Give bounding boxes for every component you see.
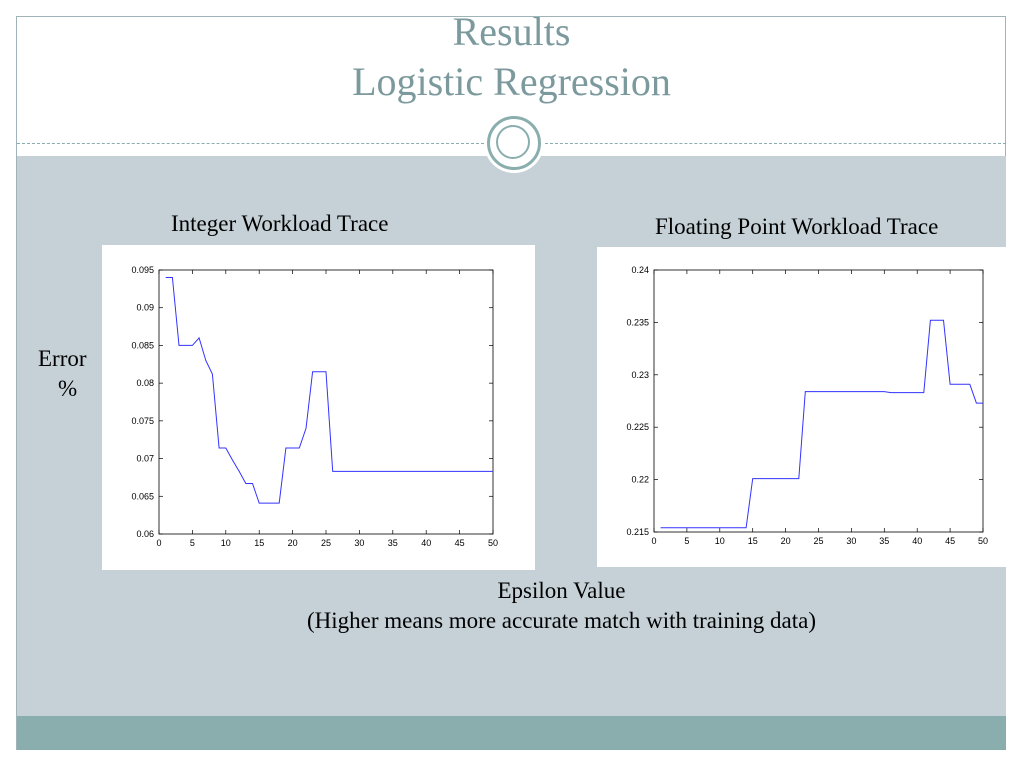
integer-chart-x-tick-label: 10 <box>221 538 231 548</box>
float-chart-plot-area <box>653 269 984 533</box>
integer-chart-y-tick-label: 0.095 <box>131 265 154 275</box>
integer-chart-x-tick-label: 25 <box>321 538 331 548</box>
integer-chart-y-tick-label: 0.08 <box>136 378 154 388</box>
float-chart-x-tick-label: 5 <box>684 536 689 546</box>
float-chart-y-tick-label: 0.22 <box>631 475 649 485</box>
integer-chart-x-tick-label: 45 <box>455 538 465 548</box>
x-axis-caption: Epsilon Value <box>497 578 626 603</box>
float-chart-x-tick-label: 35 <box>879 536 889 546</box>
float-chart: 0 5 10 15 20 25 30 35 40 45 50 0.215 0.22 0.225 0.23 0.… <box>626 265 988 546</box>
integer-chart-y-tick-label: 0.06 <box>136 529 154 539</box>
y-axis-unit: % <box>58 376 78 401</box>
integer-chart-x-tick-label: 0 <box>156 538 161 548</box>
y-axis-label: Error <box>38 346 87 371</box>
footer-band <box>17 716 1006 750</box>
float-chart-x-tick-label: 20 <box>781 536 791 546</box>
integer-chart-y-tick-label: 0.09 <box>136 303 154 313</box>
x-axis-caption-note: (Higher means more accurate match with t… <box>307 608 816 633</box>
integer-chart-y-tick-label: 0.065 <box>131 491 154 501</box>
integer-chart-plot-area <box>158 269 494 535</box>
circle-ornament-inner <box>496 125 530 159</box>
float-chart-x-tick-label: 10 <box>715 536 725 546</box>
integer-chart-y-tick-label: 0.07 <box>136 454 154 464</box>
integer-chart-y-tick-label: 0.085 <box>131 340 154 350</box>
integer-chart-x-tick-label: 20 <box>288 538 298 548</box>
integer-chart-x-tick-label: 5 <box>190 538 195 548</box>
float-chart-x-tick-label: 50 <box>978 536 988 546</box>
slide-subtitle: Logistic Regression <box>352 59 671 104</box>
float-chart-x-tick-label: 40 <box>912 536 922 546</box>
float-chart-x-tick-label: 25 <box>813 536 823 546</box>
integer-chart-series-line <box>165 277 493 504</box>
header-divider-right <box>545 143 1006 144</box>
integer-chart-x-tick-label: 40 <box>421 538 431 548</box>
float-chart-x-tick-label: 30 <box>846 536 856 546</box>
integer-chart-x-tick-label: 15 <box>254 538 264 548</box>
float-chart-y-tick-label: 0.235 <box>626 317 649 327</box>
slide-title: Results <box>452 9 571 54</box>
float-chart-y-tick-label: 0.225 <box>626 422 649 432</box>
integer-chart-x-tick-label: 35 <box>388 538 398 548</box>
header-divider-left <box>17 143 484 144</box>
float-chart-y-tick-label: 0.24 <box>631 265 649 275</box>
float-chart-y-tick-label: 0.23 <box>631 370 649 380</box>
chart-title-integer: Integer Workload Trace <box>171 211 389 236</box>
circle-ornament-icon <box>487 116 541 170</box>
chart-title-float: Floating Point Workload Trace <box>655 214 939 239</box>
float-chart-x-tick-label: 45 <box>945 536 955 546</box>
float-chart-x-tick-label: 0 <box>651 536 656 546</box>
float-chart-series-line <box>660 319 983 529</box>
float-chart-panel: 0 5 10 15 20 25 30 35 40 45 50 0.215 0.22 0.225 0.23 0.… <box>597 247 1006 567</box>
float-chart-y-tick-label: 0.215 <box>626 527 649 537</box>
float-chart-x-tick-label: 15 <box>748 536 758 546</box>
integer-chart: 0 5 10 15 20 25 30 35 40 45 50 0.06 0.065 0.07 0.075 0.… <box>131 265 498 548</box>
integer-chart-x-tick-label: 30 <box>354 538 364 548</box>
integer-chart-x-tick-label: 50 <box>488 538 498 548</box>
integer-chart-panel: 0 5 10 15 20 25 30 35 40 45 50 0.06 0.065 0.07 0.075 0.… <box>102 245 535 570</box>
integer-chart-y-tick-label: 0.075 <box>131 416 154 426</box>
